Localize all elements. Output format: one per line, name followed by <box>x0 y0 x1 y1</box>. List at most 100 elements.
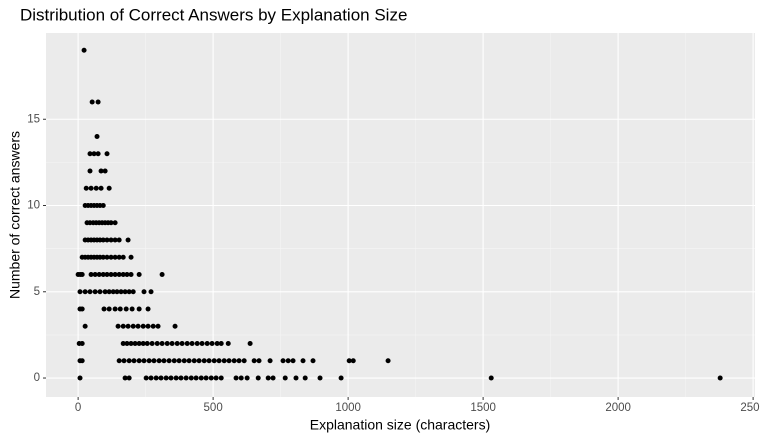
point <box>216 358 222 364</box>
point <box>128 254 134 260</box>
point <box>116 254 122 260</box>
point <box>87 168 93 174</box>
point <box>104 254 110 260</box>
point <box>82 289 88 295</box>
point <box>189 341 195 347</box>
point <box>191 358 197 364</box>
point <box>96 272 102 278</box>
y-tick-label: 15 <box>27 113 40 125</box>
point <box>350 358 356 364</box>
point <box>199 341 205 347</box>
point <box>130 323 136 329</box>
point <box>183 375 189 381</box>
point <box>118 289 124 295</box>
point <box>100 237 106 243</box>
point <box>77 289 83 295</box>
point <box>136 272 142 278</box>
point <box>236 358 242 364</box>
point <box>198 375 204 381</box>
x-tick-label: 0 <box>75 402 81 414</box>
x-tick-label: 1000 <box>335 402 361 414</box>
point <box>150 323 156 329</box>
point <box>270 375 276 381</box>
point <box>346 358 352 364</box>
point <box>164 341 170 347</box>
point <box>265 375 271 381</box>
point <box>114 289 120 295</box>
point <box>97 289 103 295</box>
point <box>214 341 220 347</box>
point <box>179 341 185 347</box>
point <box>100 203 106 209</box>
point <box>172 323 178 329</box>
point <box>196 358 202 364</box>
point <box>194 341 200 347</box>
point <box>148 289 154 295</box>
point <box>310 358 316 364</box>
point <box>115 323 121 329</box>
point <box>141 289 147 295</box>
point <box>126 375 132 381</box>
point <box>87 151 93 157</box>
point <box>128 272 134 278</box>
point <box>94 134 100 140</box>
point <box>120 323 126 329</box>
point <box>77 375 83 381</box>
point <box>108 237 114 243</box>
point <box>104 272 110 278</box>
point <box>87 289 93 295</box>
point <box>112 306 118 312</box>
point <box>104 151 110 157</box>
point <box>146 358 152 364</box>
point <box>108 220 114 226</box>
point <box>267 358 273 364</box>
point <box>213 375 219 381</box>
point <box>141 358 147 364</box>
point <box>91 151 97 157</box>
point <box>302 375 308 381</box>
point <box>151 358 157 364</box>
point <box>282 375 288 381</box>
point <box>211 358 217 364</box>
point <box>717 375 723 381</box>
point <box>173 375 179 381</box>
point <box>136 358 142 364</box>
point <box>124 272 130 278</box>
point <box>120 341 126 347</box>
point <box>112 272 118 278</box>
point <box>181 358 187 364</box>
y-tick-label: 10 <box>27 200 40 212</box>
point <box>102 289 108 295</box>
point <box>290 358 296 364</box>
point <box>209 341 215 347</box>
point <box>136 341 142 347</box>
point <box>178 375 184 381</box>
point <box>125 323 131 329</box>
point <box>148 375 154 381</box>
point <box>204 341 210 347</box>
point <box>123 306 129 312</box>
point <box>186 358 192 364</box>
point <box>108 272 114 278</box>
point <box>128 341 134 347</box>
point <box>140 341 146 347</box>
point <box>256 358 262 364</box>
point <box>120 254 126 260</box>
point <box>104 237 110 243</box>
point <box>112 254 118 260</box>
point <box>385 358 391 364</box>
point <box>92 289 98 295</box>
point <box>116 237 122 243</box>
point <box>126 358 132 364</box>
point <box>208 375 214 381</box>
point <box>92 272 98 278</box>
point <box>300 358 306 364</box>
point <box>241 358 247 364</box>
point <box>95 99 101 105</box>
point <box>251 358 257 364</box>
point <box>131 358 137 364</box>
point <box>168 375 174 381</box>
point <box>126 289 132 295</box>
point <box>285 358 291 364</box>
point <box>140 323 146 329</box>
